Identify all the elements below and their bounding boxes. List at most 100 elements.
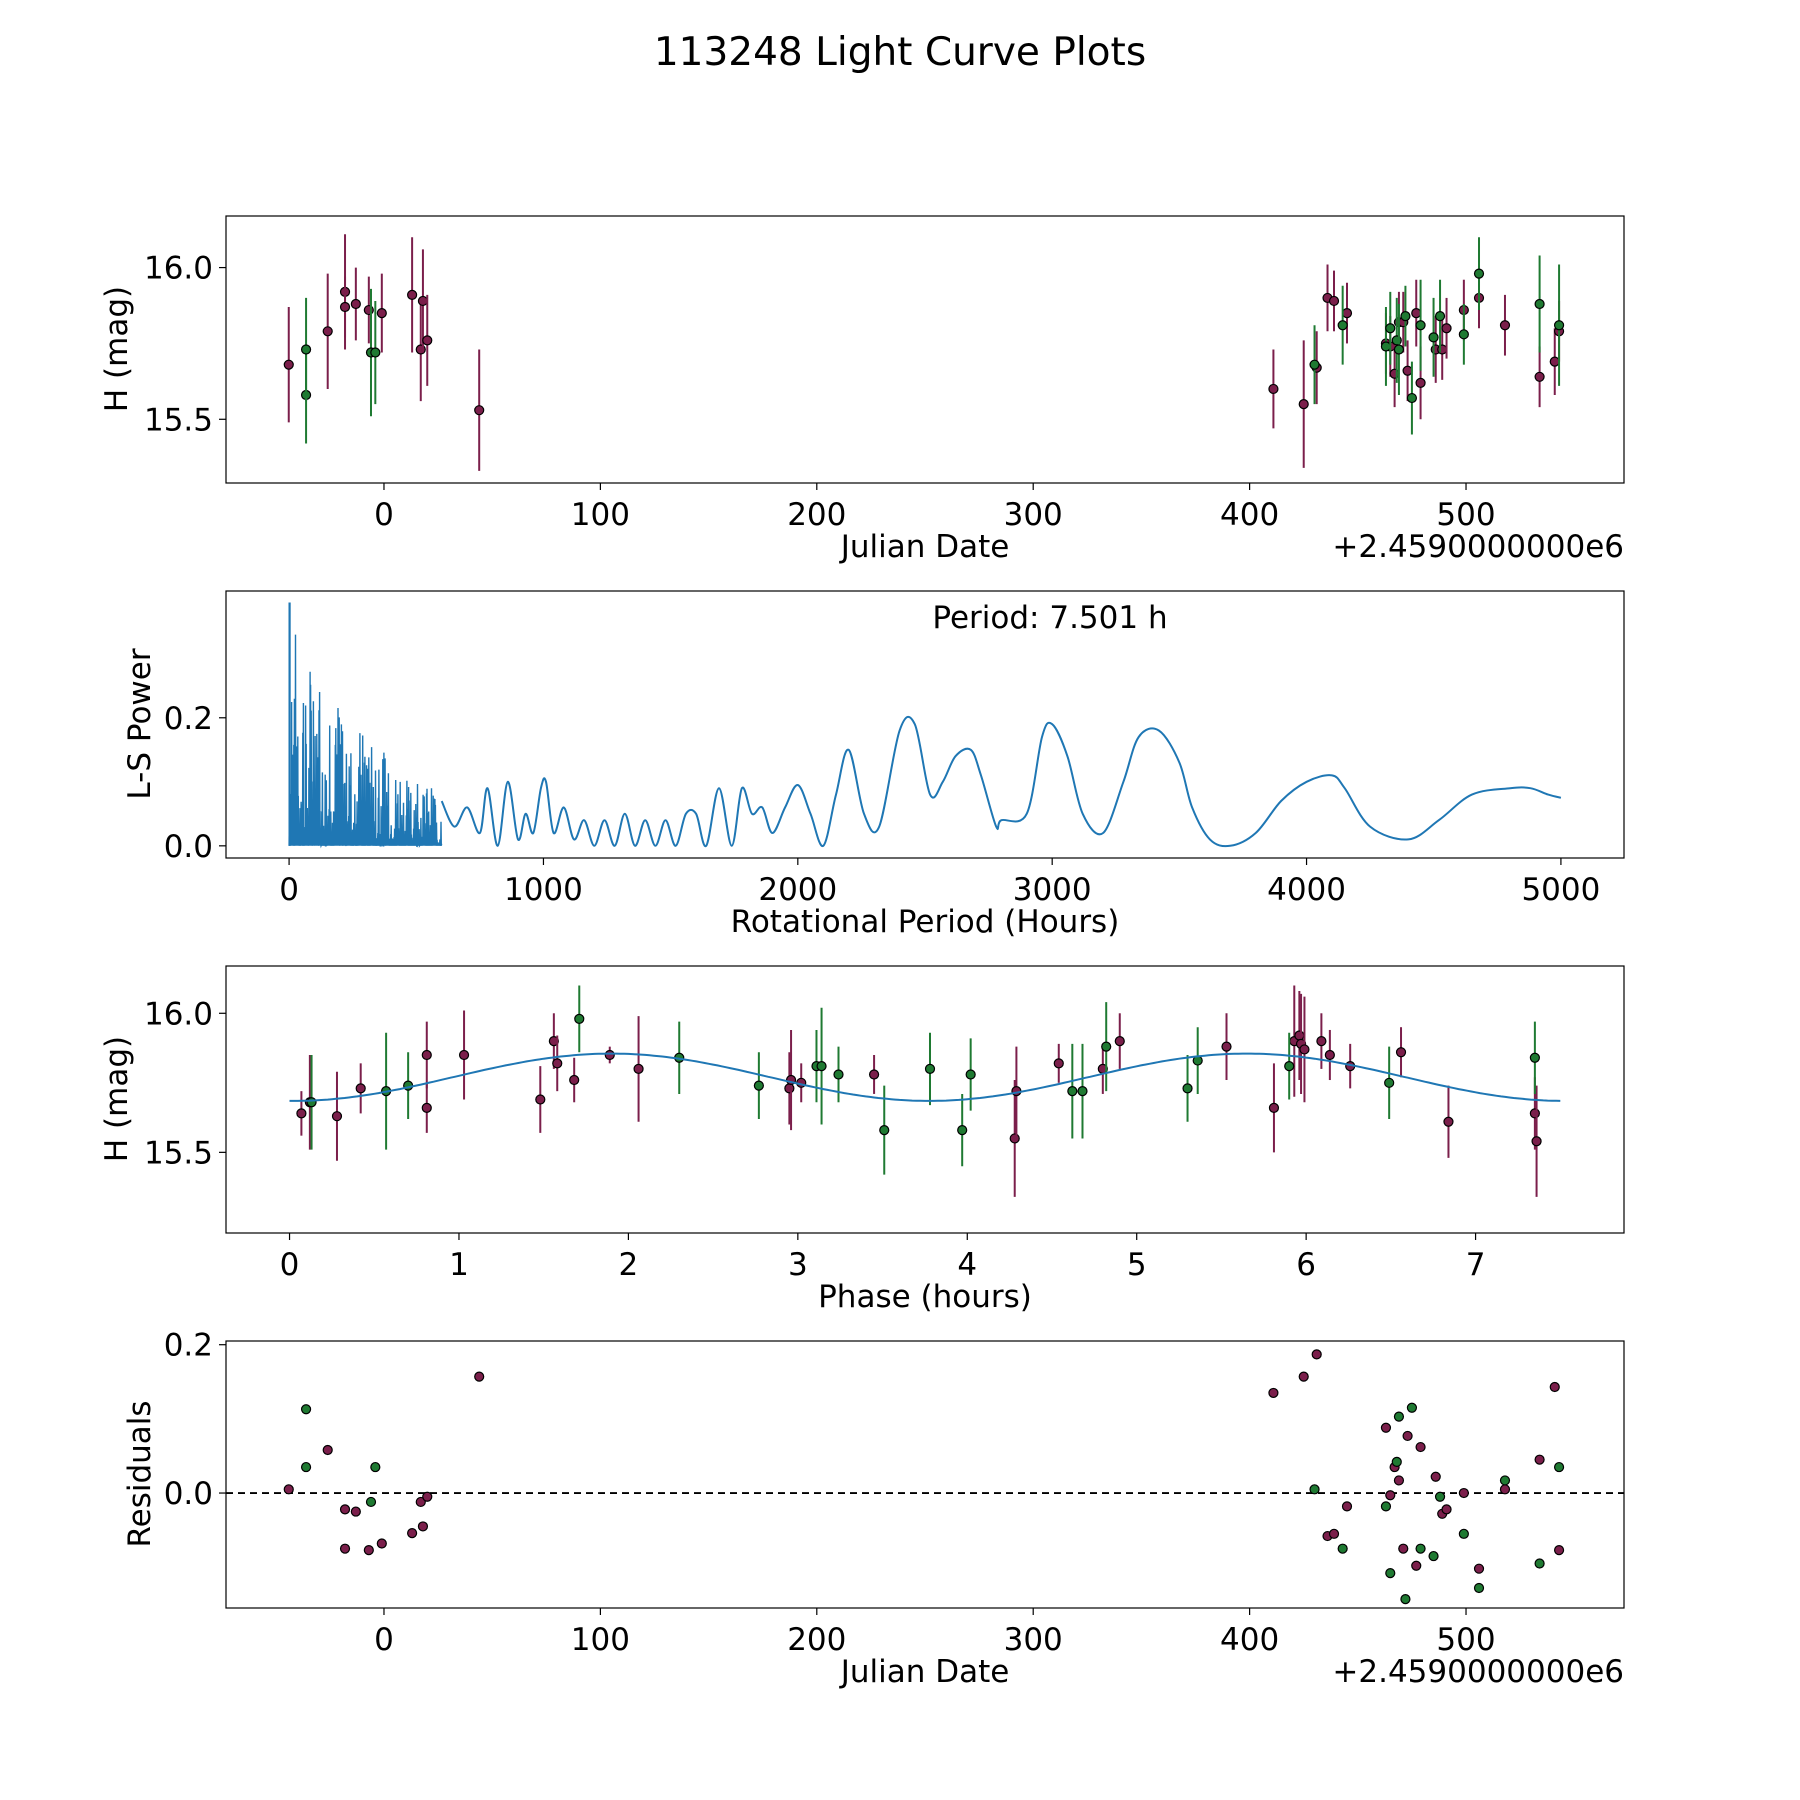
data-point: [784, 1083, 795, 1094]
data-point: [370, 1461, 381, 1473]
data-point: [1443, 1116, 1454, 1127]
data-point: [376, 1538, 387, 1549]
y-tick-label: 15.5: [144, 402, 213, 438]
y-tick-label: 0.2: [164, 701, 213, 737]
y-tick-label: 0.0: [164, 829, 213, 865]
x-tick-label: 0: [279, 872, 299, 908]
data-point: [548, 1035, 559, 1047]
p1-ylabel: H (mag): [99, 286, 135, 412]
periodogram-spikes: [288, 634, 443, 849]
x-tick-label: 0: [374, 497, 394, 533]
data-point: [350, 298, 361, 310]
data-point: [1400, 1593, 1411, 1605]
x-tick-label: 4: [957, 1247, 977, 1283]
data-point: [283, 1484, 294, 1495]
p1-xlabel: Julian Date: [839, 529, 1010, 565]
data-point: [407, 1527, 418, 1539]
x-tick-label: 400: [1220, 1622, 1279, 1658]
data-point: [569, 1074, 580, 1086]
p2-xlabel: Rotational Period (Hours): [731, 904, 1120, 940]
data-point: [1549, 356, 1560, 367]
data-point: [417, 1521, 429, 1532]
p3-marks: [289, 985, 1561, 1197]
p1-marks: [283, 234, 1565, 471]
y-tick-label: 0.2: [164, 1328, 213, 1364]
data-point: [1268, 383, 1279, 395]
data-point: [1458, 1528, 1469, 1539]
x-tick-label: 1000: [504, 872, 583, 908]
data-point: [552, 1058, 563, 1069]
data-point: [421, 1102, 432, 1113]
data-point: [1428, 332, 1439, 343]
data-point: [1380, 1422, 1392, 1433]
data-point: [417, 295, 429, 307]
data-point: [1428, 1550, 1439, 1562]
data-point: [1316, 1035, 1327, 1047]
figure-title: 113248 Light Curve Plots: [654, 30, 1146, 75]
data-point: [1385, 1568, 1396, 1579]
p3-grid-ticks: 0 1 2 3 4 5 6 7 16.0 15.5: [144, 996, 1485, 1283]
data-point: [300, 344, 312, 355]
data-point: [1415, 1441, 1426, 1453]
data-point: [322, 1444, 333, 1456]
data-point: [1268, 1102, 1280, 1113]
data-point: [1553, 320, 1565, 331]
data-point: [1385, 1490, 1396, 1501]
model-curve: [289, 1052, 1561, 1102]
data-point: [1268, 1387, 1279, 1399]
panel-light-curve: 0 100 200 300 400 500 16.0 15.5 Julian Date H (…: [99, 215, 1625, 565]
data-point: [1221, 1041, 1232, 1052]
data-point: [1434, 311, 1446, 322]
data-point: [1053, 1058, 1064, 1069]
data-point: [1311, 1349, 1322, 1360]
y-tick-label: 16.0: [144, 251, 213, 287]
data-point: [474, 1371, 485, 1382]
p2-marks: [288, 602, 1562, 849]
data-point: [365, 1496, 377, 1508]
x-tick-label: 500: [1436, 497, 1495, 533]
data-point: [1441, 1504, 1452, 1515]
data-point: [1385, 323, 1396, 334]
data-point: [1458, 1487, 1469, 1499]
data-point: [535, 1094, 546, 1105]
data-point: [1534, 1558, 1545, 1569]
data-point: [879, 1124, 890, 1136]
data-point: [422, 1491, 433, 1502]
x-tick-label: 200: [787, 1622, 846, 1658]
p3-xlabel: Phase (hours): [818, 1279, 1032, 1315]
data-point: [339, 1543, 351, 1554]
data-point: [1337, 1543, 1348, 1554]
data-point: [1298, 399, 1309, 410]
data-point: [957, 1124, 968, 1136]
data-point: [1284, 1061, 1295, 1072]
data-point: [1430, 1471, 1441, 1482]
p2-grid-ticks: 0 1000 2000 3000 4000 5000 0.0 0.2: [164, 701, 1601, 908]
data-point: [1341, 1501, 1353, 1512]
data-point: [1534, 298, 1545, 310]
data-point: [1458, 329, 1469, 340]
p4-grid-ticks: 0 100 200 300 400 500 0.2 0.0: [164, 1328, 1496, 1658]
data-point: [1549, 1381, 1560, 1393]
data-point: [1415, 1543, 1426, 1554]
data-point: [1294, 1030, 1305, 1041]
data-point: [1534, 371, 1545, 382]
data-point: [474, 405, 485, 416]
data-point: [574, 1013, 585, 1024]
data-point: [1400, 311, 1411, 322]
data-point: [1393, 344, 1405, 355]
data-point: [306, 1097, 317, 1108]
data-point: [370, 347, 381, 358]
p1-grid-ticks: 0 100 200 300 400 500 16.0 15.5: [144, 251, 1496, 533]
x-tick-label: 5000: [1521, 872, 1600, 908]
x-tick-label: 3: [788, 1247, 808, 1283]
x-tick-label: 2000: [758, 872, 837, 908]
data-point: [1337, 320, 1348, 331]
y-tick-label: 0.0: [164, 1476, 213, 1512]
data-point: [283, 359, 294, 370]
data-point: [1402, 365, 1413, 376]
data-point: [407, 289, 418, 300]
data-point: [1182, 1083, 1193, 1094]
p3-axes-frame: [225, 965, 1625, 1234]
y-tick-label: 16.0: [144, 996, 213, 1032]
